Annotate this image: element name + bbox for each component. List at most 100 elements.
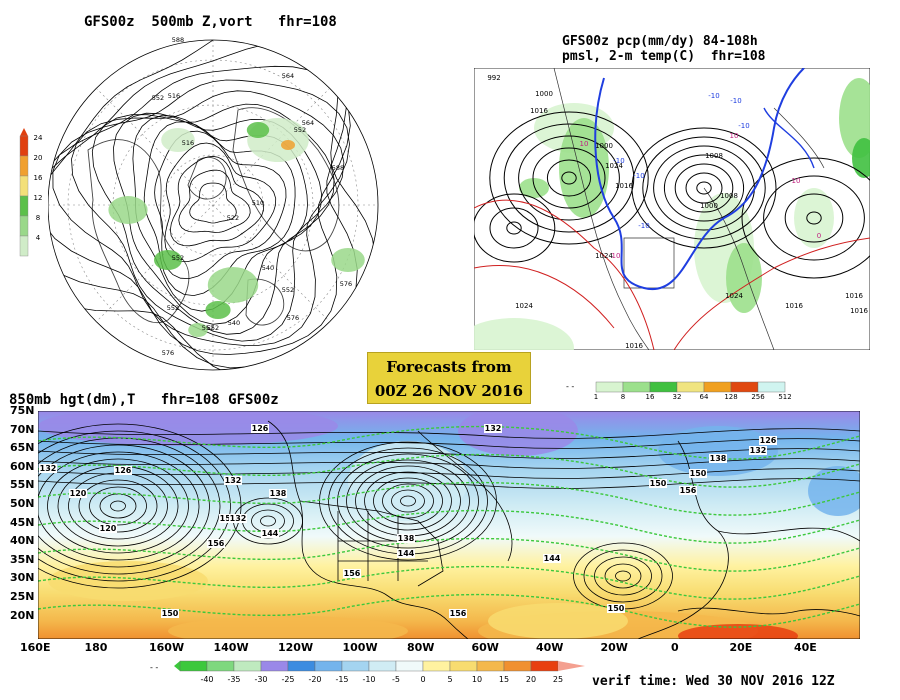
lon-label: 160E <box>20 641 51 654</box>
height-contour <box>169 155 264 247</box>
colorbar-swatch <box>206 660 235 672</box>
temp-label: 10 <box>612 252 621 260</box>
height-contour <box>78 479 158 533</box>
precip-area <box>519 178 549 198</box>
label-bg <box>679 486 697 495</box>
isobar <box>784 193 844 243</box>
label-bg <box>689 469 707 478</box>
temp-label: -10 <box>708 92 719 100</box>
colorbar-label: 64 <box>700 393 709 400</box>
isobar <box>741 157 870 279</box>
contour-label: 576 <box>287 314 299 322</box>
contour-label: 552 <box>207 324 219 332</box>
height-contour <box>178 169 251 233</box>
label-bg <box>69 489 87 498</box>
height-contour <box>594 556 652 596</box>
isotherm <box>38 593 860 628</box>
temp-label: 10 <box>792 177 801 185</box>
height-contour <box>319 441 497 561</box>
lon-label: 80W <box>407 641 435 654</box>
forecast-init-line1: Forecasts from <box>386 358 512 376</box>
height-label: 132 <box>225 476 242 485</box>
vorticity-patch <box>161 128 195 152</box>
precip-area <box>474 318 574 350</box>
temp-shading <box>168 616 408 639</box>
height-label: 156 <box>208 539 225 548</box>
colorbar-arrow <box>174 661 180 671</box>
height-contour <box>38 451 200 561</box>
temp-shading <box>458 411 578 456</box>
colorbar-label: 8 <box>36 214 40 222</box>
lon-label: 20W <box>600 641 628 654</box>
label-bg <box>261 529 279 538</box>
isobar <box>474 193 556 263</box>
colorbar-swatch <box>19 175 29 197</box>
isobar <box>503 123 635 233</box>
isobar-label: 1016 <box>850 307 868 315</box>
height-label: 150 <box>220 514 237 523</box>
lon-label: 0 <box>671 641 679 654</box>
label-bg <box>251 424 269 433</box>
colorbar-label: 4 <box>36 234 41 242</box>
colorbar-label: -25 <box>281 675 294 684</box>
label-bg <box>543 554 561 563</box>
height-label: 150 <box>162 609 179 618</box>
contour-label: 540 <box>262 264 274 272</box>
colorbar-swatch <box>314 660 343 672</box>
contour-label: 552 <box>152 94 164 102</box>
temp-line-blue <box>763 107 815 169</box>
panel-500mb-title: GFS00z 500mb Z,vort fhr=108 <box>84 14 337 30</box>
label-bg <box>397 549 415 558</box>
temp-shading <box>348 441 468 521</box>
colorbar-label: 16 <box>646 393 655 400</box>
panel-pcp-title-line2: pmsl, 2-m temp(C) fhr=108 <box>562 49 766 64</box>
temp-label: -10 <box>730 97 741 105</box>
lat-label: 25N <box>10 590 35 603</box>
height-contour <box>89 486 147 526</box>
height-contour <box>38 458 860 469</box>
contour-label: 522 <box>227 214 239 222</box>
colorbar-label: 12 <box>34 194 43 202</box>
isobar-label: 992 <box>487 74 500 82</box>
lat-label: 35N <box>10 552 35 566</box>
lat-label: 45N <box>10 515 35 529</box>
label-bg <box>649 479 667 488</box>
colorbar-swatch <box>341 660 370 672</box>
height-contour <box>38 478 860 489</box>
isobar-label: 1008 <box>705 152 723 160</box>
height-label: 144 <box>398 549 415 558</box>
height-contour <box>615 570 631 582</box>
isobar <box>546 159 592 197</box>
label-bg <box>161 609 179 618</box>
isobar-label: 1016 <box>785 302 803 310</box>
vorticity-patch <box>207 267 259 303</box>
label-bg <box>114 466 132 475</box>
colorbar-swatch <box>287 660 316 672</box>
colorbar-swatch <box>19 155 29 177</box>
label-bg <box>397 534 415 543</box>
height-label: 120 <box>70 489 87 498</box>
vorticity-patch <box>331 248 365 272</box>
label-bg <box>219 514 237 523</box>
vorticity-patch <box>205 301 231 319</box>
height-label: 132 <box>485 424 502 433</box>
height-label: 132 <box>40 464 57 473</box>
colorbar-label: 20 <box>34 154 43 162</box>
vorticity-patch <box>108 196 148 224</box>
label-bg <box>449 609 467 618</box>
colorbar-swatch <box>595 381 624 393</box>
lon-label: 120W <box>278 641 314 654</box>
isobar-label: 1016 <box>625 342 643 350</box>
colorbar-arrow <box>20 128 28 136</box>
colorbar-label: -30 <box>254 675 267 684</box>
isobar <box>506 221 522 235</box>
height-contour <box>38 438 860 449</box>
colorbar-arrow <box>558 661 585 671</box>
isobar-label: 1024 <box>725 292 743 300</box>
height-label: 156 <box>450 609 467 618</box>
panel-850mb-colorbar: - - -40 -35 -30 -25 -20 -15 -10 -5 0 5 10 15 20 25 <box>150 660 585 684</box>
precip-area <box>559 118 609 218</box>
contour-label: 552 <box>294 126 306 134</box>
temp-line-red <box>474 265 615 329</box>
height-label: 120 <box>100 524 117 533</box>
